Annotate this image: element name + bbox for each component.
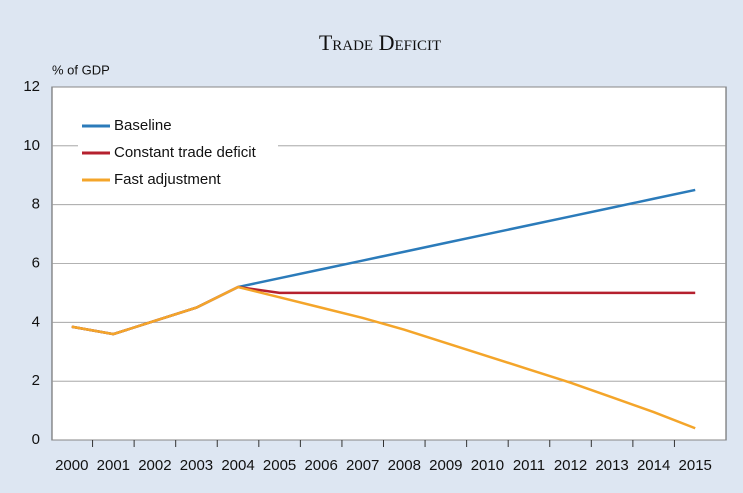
y-tick-label: 0	[32, 431, 40, 448]
x-tick-label: 2000	[55, 457, 88, 474]
x-tick-label: 2007	[346, 457, 379, 474]
x-tick-label: 2001	[97, 457, 130, 474]
legend-label: Constant trade deficit	[114, 144, 257, 161]
x-tick-label: 2003	[180, 457, 213, 474]
x-tick-label: 2005	[263, 457, 296, 474]
y-tick-label: 4	[32, 313, 40, 330]
legend-label: Fast adjustment	[114, 171, 222, 188]
x-tick-label: 2014	[637, 457, 670, 474]
legend-label: Baseline	[114, 117, 172, 134]
x-tick-label: 2009	[429, 457, 462, 474]
legend-swatch-bg	[78, 115, 278, 137]
y-axis-label: % of GDP	[52, 62, 110, 77]
x-tick-label: 2008	[388, 457, 421, 474]
x-tick-label: 2011	[513, 457, 545, 474]
legend-swatch-bg	[78, 142, 278, 164]
y-tick-label: 8	[32, 196, 40, 213]
x-tick-label: 2013	[595, 457, 628, 474]
x-tick-label: 2010	[471, 457, 504, 474]
chart-title: Trade Deficit	[319, 30, 441, 55]
y-tick-label: 2	[32, 372, 40, 389]
legend-swatch-bg	[78, 169, 278, 191]
y-tick-label: 12	[23, 78, 40, 95]
y-tick-label: 10	[23, 137, 40, 154]
x-tick-label: 2002	[138, 457, 171, 474]
x-tick-label: 2004	[221, 457, 254, 474]
y-tick-label: 6	[32, 254, 40, 271]
series-line	[71, 285, 696, 430]
x-tick-label: 2012	[554, 457, 587, 474]
x-tick-label: 2006	[304, 457, 337, 474]
x-tick-label: 2015	[679, 457, 712, 474]
